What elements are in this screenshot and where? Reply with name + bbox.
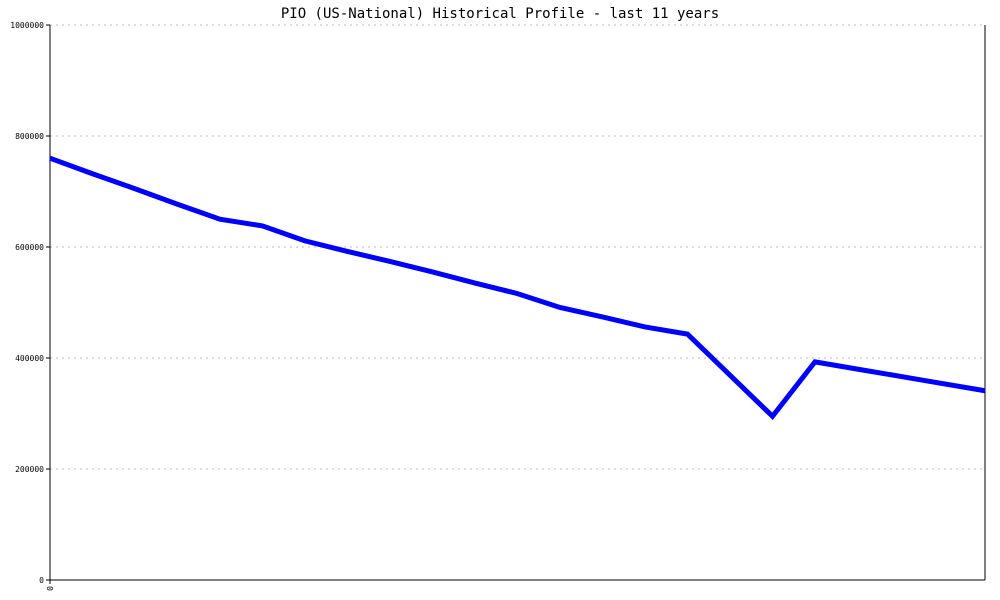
x-axis-ticks: 0	[46, 580, 55, 591]
gridlines	[50, 24, 985, 470]
y-tick-label: 1000000	[10, 21, 44, 30]
x-tick-label: 0	[46, 586, 55, 591]
series-group	[49, 155, 986, 421]
chart-title: PIO (US-National) Historical Profile - l…	[281, 6, 719, 22]
y-tick-label: 600000	[15, 243, 44, 252]
y-tick-label: 0	[39, 576, 44, 585]
series-line	[49, 155, 986, 421]
y-tick-label: 800000	[15, 132, 44, 141]
y-tick-label: 400000	[15, 354, 44, 363]
y-axis-ticks: 0 200000 400000 600000 800000 1000000	[10, 21, 50, 585]
y-tick-label: 200000	[15, 465, 44, 474]
